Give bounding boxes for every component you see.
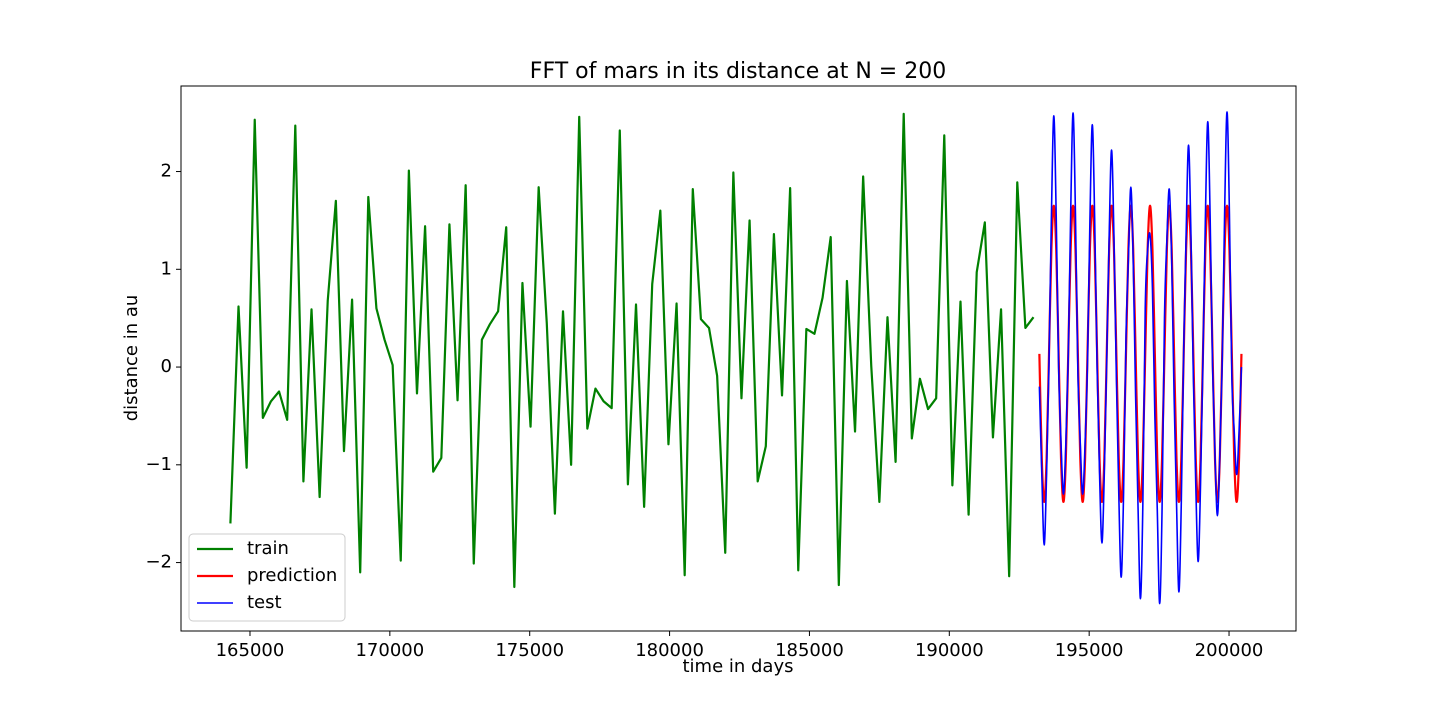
x-tick-label: 175000: [495, 640, 564, 661]
x-tick-label: 180000: [635, 640, 704, 661]
y-tick-label: 0: [161, 356, 172, 377]
x-tick-label: 195000: [1055, 640, 1124, 661]
legend-box: [188, 533, 346, 622]
x-tick-label: 170000: [355, 640, 424, 661]
legend-label: prediction: [247, 565, 337, 586]
y-tick-label: 1: [161, 258, 172, 279]
y-tick-label: 2: [161, 161, 172, 182]
plot-frame: [180, 85, 1297, 632]
line-series: [1038, 111, 1243, 605]
y-axis-label: distance in au: [121, 295, 142, 422]
chart-title: FFT of mars in its distance at N = 200: [530, 59, 946, 84]
y-tick-label: −1: [145, 454, 172, 475]
legend-label: train: [247, 538, 289, 559]
x-tick-label: 165000: [216, 640, 285, 661]
x-tick-label: 185000: [775, 640, 844, 661]
line-series: [1038, 204, 1243, 504]
x-axis-label: time in days: [682, 656, 793, 677]
line-series: [229, 112, 1035, 589]
y-tick-label: −2: [145, 552, 172, 573]
legend-label: test: [247, 592, 282, 613]
x-tick-label: 200000: [1195, 640, 1264, 661]
legend: train prediction test: [188, 533, 346, 622]
x-tick-label: 190000: [915, 640, 984, 661]
